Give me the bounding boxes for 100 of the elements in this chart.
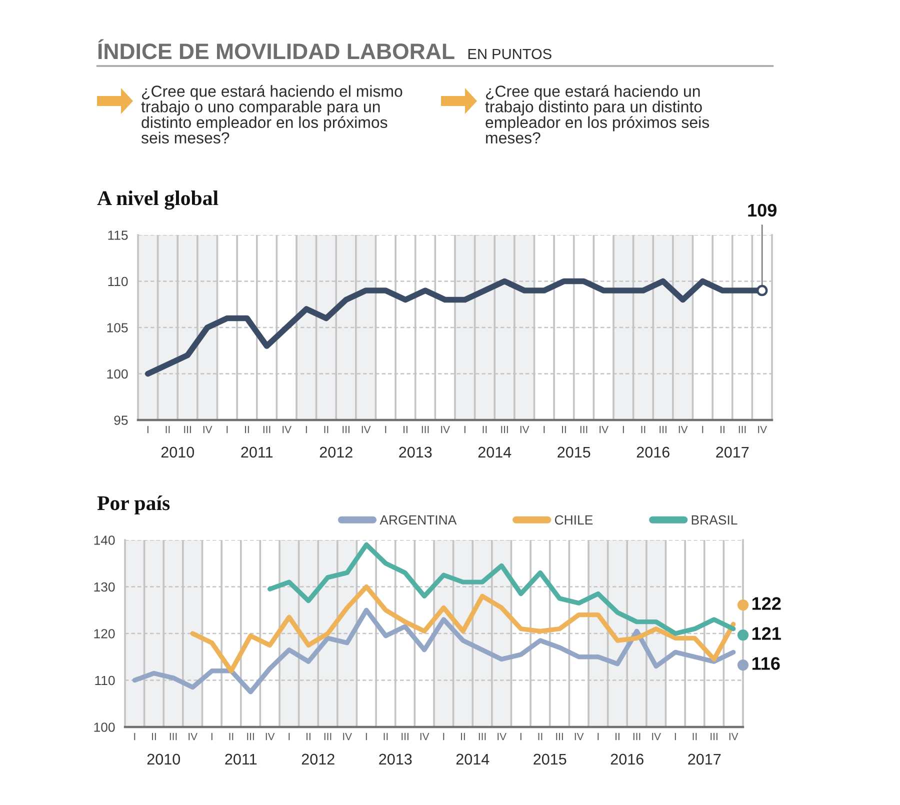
y-tick-label: 100 (107, 369, 128, 379)
x-tick-label: IV (600, 426, 608, 434)
x2-tick-label: 2016 (610, 754, 644, 765)
x-tick-label: II (152, 732, 156, 740)
x-tick-label: I (622, 426, 624, 434)
legend-label: ARGENTINA (380, 515, 457, 525)
x-tick-label: I (306, 426, 307, 434)
text: ÍNDICE DE MOVILIDAD LABORAL (98, 39, 454, 60)
x-tick-label: IV (498, 732, 506, 740)
x-tick-label: I (443, 732, 444, 740)
x-tick-label: IV (282, 426, 292, 434)
chart-title: A nivel global (97, 190, 218, 210)
x-tick-label: III (633, 732, 640, 740)
x-tick-label: II (166, 426, 170, 434)
x2-tick-label: 2014 (478, 446, 512, 458)
x-tick-label: IV (729, 732, 738, 740)
x-tick-label: II (562, 426, 566, 434)
x2-tick-label: 2010 (161, 446, 194, 458)
x-tick-label: III (422, 426, 429, 434)
x-tick-label: IV (441, 426, 450, 434)
x2-tick-label: 2013 (399, 446, 432, 458)
y-tick-label: 100 (94, 722, 115, 732)
x-tick-label: IV (203, 426, 212, 434)
chart-title: Por país (97, 496, 170, 514)
x-tick-label: III (738, 426, 746, 434)
x-tick-label: II (641, 426, 646, 434)
legend-label: BRASIL (692, 515, 738, 525)
x-tick-label: IV (420, 732, 430, 740)
x-tick-label: II (324, 426, 328, 434)
x-tick-label: IV (188, 732, 198, 740)
x-tick-label: III (342, 426, 350, 434)
y-tick-label: 95 (114, 416, 128, 425)
x-tick-label: I (385, 426, 386, 434)
x2-tick-label: 2013 (379, 754, 412, 765)
y-tick-label: 140 (94, 536, 115, 545)
x-tick-label: III (247, 732, 254, 740)
x-tick-label: I (702, 426, 704, 434)
data-label: 122 (752, 597, 781, 610)
x-tick-label: IV (362, 426, 371, 434)
x2-tick-label: 2015 (558, 446, 590, 458)
x-tick-label: II (229, 732, 234, 740)
x-tick-label: I (366, 732, 367, 740)
x2-tick-label: 2015 (534, 754, 566, 765)
x2-tick-label: 2016 (636, 446, 670, 458)
x2-tick-label: 2017 (716, 446, 749, 458)
x-tick-label: III (478, 732, 486, 740)
x-tick-label: II (306, 732, 310, 740)
x-tick-label: I (147, 426, 148, 434)
x-tick-label: II (720, 426, 724, 434)
x-tick-label: II (461, 732, 465, 740)
x-tick-label: I (464, 426, 466, 434)
x-tick-label: IV (758, 426, 767, 434)
data-label: 116 (752, 657, 780, 670)
text: EN PUNTOS (468, 48, 552, 60)
line-series (267, 542, 736, 636)
x-tick-label: I (211, 732, 212, 740)
x-tick-label: I (598, 732, 599, 740)
x-tick-label: I (134, 732, 136, 740)
x-tick-label: III (660, 426, 666, 434)
x-tick-label: III (710, 732, 718, 740)
x-tick-label: III (580, 426, 588, 434)
x2-tick-label: 2017 (688, 754, 721, 765)
text: ¿Cree que estará haciendo el mismo trabajo o uno comparable para un distinto empleador en los próximos seis meses? (141, 85, 402, 144)
x-tick-label: III (324, 732, 332, 740)
line-series (190, 584, 736, 674)
x-tick-label: II (616, 732, 620, 740)
x-tick-label: I (288, 732, 290, 740)
y-tick-label: 105 (107, 323, 128, 332)
x2-tick-label: 2014 (456, 754, 490, 765)
x-tick-label: IV (343, 732, 352, 740)
y-tick-label: 110 (95, 676, 115, 686)
data-label: 109 (748, 204, 776, 217)
x-tick-label: III (402, 732, 408, 740)
x-tick-label: II (482, 426, 487, 434)
x-tick-label: III (501, 426, 508, 434)
x2-tick-label: 2010 (147, 754, 180, 765)
y-tick-label: 110 (108, 276, 128, 286)
legend-label: CHILE (554, 515, 593, 525)
data-label: 121 (752, 627, 781, 640)
x-tick-label: III (263, 426, 270, 434)
x-tick-label: II (245, 426, 249, 434)
x-tick-label: IV (266, 732, 275, 740)
x2-tick-label: 2011 (225, 754, 257, 765)
x-tick-label: I (544, 426, 545, 434)
x2-tick-label: 2012 (302, 754, 334, 765)
y-tick-label: 120 (94, 629, 115, 638)
x-tick-label: II (692, 732, 697, 740)
x-tick-label: IV (652, 732, 661, 740)
x2-tick-label: 2011 (241, 446, 273, 458)
x-tick-label: III (170, 732, 177, 740)
x-tick-label: III (184, 426, 191, 434)
x-tick-label: II (404, 426, 408, 434)
x-tick-label: IV (678, 426, 688, 434)
x-tick-label: I (520, 732, 522, 740)
x-tick-label: II (384, 732, 388, 740)
x-tick-label: IV (574, 732, 584, 740)
x-tick-label: IV (520, 426, 530, 434)
x-tick-label: II (538, 732, 542, 740)
x-tick-label: I (226, 426, 228, 434)
text: ¿Cree que estará haciendo un trabajo distinto para un distinto empleador en los próximos seis meses? (485, 85, 710, 144)
